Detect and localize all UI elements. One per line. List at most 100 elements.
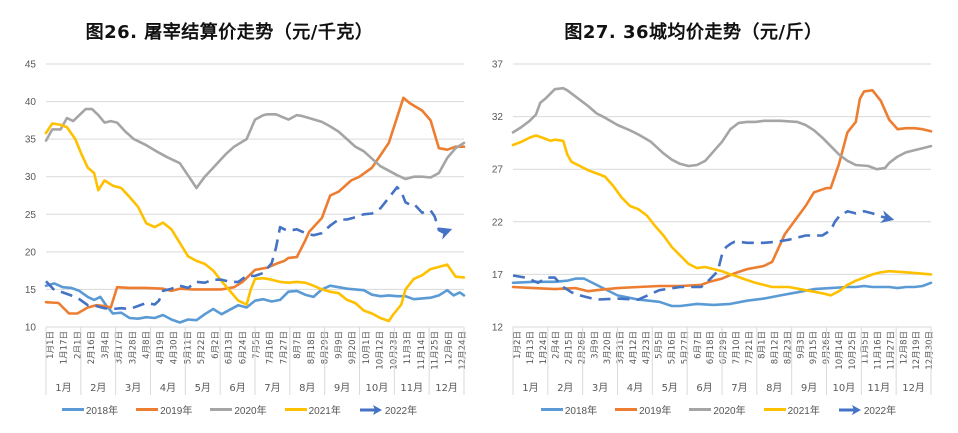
y-tick-label: 45	[25, 60, 37, 71]
legend-swatch-2019	[615, 408, 638, 411]
y-tick-label: 25	[25, 210, 37, 221]
month-label: 11月	[400, 382, 423, 394]
legend-item-2018: 2018年	[540, 402, 598, 417]
y-tick-label: 22	[492, 217, 504, 228]
x-tick-label: 7月27日	[279, 331, 289, 364]
line-chart-slaughter-price: 10 15 20 25 30 35 40 45 1月1日 1月17日 2月1日 2月16日 3月4日 3月…	[25, 60, 468, 395]
arrow-right-icon	[838, 404, 861, 415]
x-tick-label: 11月16日	[874, 331, 884, 370]
x-tick-label: 1月24日	[539, 331, 549, 364]
legend-item-2022: 2022年	[838, 402, 896, 417]
month-label: 7月	[264, 382, 280, 394]
x-tick-label: 4月8日	[142, 331, 152, 359]
legend-item-2020: 2020年	[210, 402, 267, 417]
chart-panel-36-city-price: 图27. 36城均价走势（元/斤） 12 17 22 27 32 37 1月2日 1月13日 1…	[479, 0, 958, 433]
month-label: 10月	[366, 382, 389, 394]
x-tick-label: 5月22日	[197, 331, 207, 364]
x-tick-label: 6月13日	[225, 331, 235, 364]
x-tick-label: 4月30日	[170, 331, 180, 364]
x-tick-label: 3月20日	[603, 331, 613, 364]
x-tick-label: 6月24日	[238, 331, 248, 364]
x-tick-label: 7月16日	[266, 331, 276, 364]
arrow-right-icon	[359, 404, 382, 415]
x-tick-label: 3月28日	[128, 331, 138, 364]
x-tick-label: 1月2日	[513, 331, 523, 359]
x-tick-label: 5月16日	[668, 331, 678, 364]
month-label: 10月	[833, 382, 856, 394]
x-tick-label: 8月23日	[783, 331, 793, 364]
y-tick-label: 15	[25, 285, 37, 296]
legend-label: 2021年	[308, 406, 341, 417]
x-tick-label: 8月29日	[321, 331, 331, 364]
x-tick-label: 2月15日	[565, 331, 575, 364]
month-label: 12月	[902, 382, 925, 394]
x-tick-label: 9月20日	[348, 331, 358, 364]
y-tick-label: 37	[492, 60, 504, 71]
x-tick-label: 9月15日	[809, 331, 819, 364]
series-line-2022	[512, 210, 895, 301]
legend-item-2019: 2019年	[615, 402, 671, 417]
month-label: 4月	[160, 382, 176, 394]
month-label: 2月	[90, 382, 106, 394]
x-tick-label: 8月7日	[293, 331, 303, 359]
y-tick-label: 35	[25, 135, 37, 146]
line-chart-36-city-price: 1217222732371月2日1月13日1月24日2月4日2月15日2月26日…	[492, 60, 935, 395]
x-tick-label: 9月3日	[796, 331, 806, 359]
x-tick-label: 8月18日	[307, 331, 317, 364]
legend-label: 2021年	[787, 406, 820, 417]
x-tick-label: 4月19日	[156, 331, 166, 364]
legend-label: 2022年	[384, 406, 418, 417]
month-label: 9月	[801, 382, 817, 394]
x-tick-label: 11月27日	[886, 331, 896, 370]
legend-swatch-2021	[284, 408, 307, 411]
y-tick-label: 30	[25, 172, 37, 183]
x-tick-label: 2月16日	[87, 331, 97, 364]
legend-label: 2020年	[234, 406, 267, 417]
x-tick-label: 1月1日	[46, 331, 56, 359]
x-tick-label: 11月5日	[861, 331, 871, 364]
month-label: 5月	[662, 382, 678, 394]
x-tick-label: 5月27日	[680, 331, 690, 364]
legend-swatch-2020	[210, 408, 233, 411]
month-label: 8月	[299, 382, 315, 394]
month-label: 9月	[334, 382, 350, 394]
x-tick-label: 7月10日	[732, 331, 742, 364]
legend-item-2021: 2021年	[763, 402, 820, 417]
series-line-2018	[511, 277, 933, 308]
legend-item-2018: 2018年	[61, 402, 119, 417]
y-tick-label: 10	[25, 323, 37, 334]
x-tick-label: 7月5日	[252, 331, 262, 359]
x-tick-label: 10月1日	[362, 331, 372, 364]
month-label: 6月	[696, 382, 712, 394]
series-line-2020	[511, 86, 933, 171]
series-line-2019	[511, 89, 933, 293]
legend-label: 2018年	[85, 406, 119, 417]
y-tick-label: 27	[492, 165, 504, 176]
x-tick-label: 12月30日	[925, 331, 935, 370]
legend-item-2021: 2021年	[284, 402, 341, 417]
month-label: 5月	[195, 382, 211, 394]
chart-legend: 2018年 2019年 2020年 2021年 2022年	[479, 402, 958, 417]
month-label: 3月	[125, 382, 141, 394]
x-tick-label: 6月29日	[719, 331, 729, 364]
legend-swatch-2019	[136, 408, 159, 411]
month-label: 2月	[557, 382, 573, 394]
x-tick-label: 1月13日	[526, 331, 536, 364]
legend-label: 2018年	[564, 406, 598, 417]
series-line-2021	[511, 134, 933, 297]
x-tick-label: 11月3日	[403, 331, 413, 364]
legend-label: 2019年	[639, 406, 672, 417]
x-tick-label: 8月1日	[758, 331, 768, 359]
x-tick-label: 12月8日	[899, 331, 909, 364]
x-tick-label: 12月19日	[912, 331, 922, 370]
x-tick-label: 1月17日	[60, 331, 70, 364]
x-tick-label: 10月14日	[835, 331, 845, 370]
legend-swatch-2018	[61, 408, 84, 411]
month-label: 8月	[766, 382, 782, 394]
legend-label: 2019年	[160, 406, 193, 417]
x-tick-label: 3月4日	[101, 331, 111, 359]
x-tick-label: 3月9日	[590, 331, 600, 359]
month-label: 3月	[592, 382, 608, 394]
x-tick-label: 5月5日	[655, 331, 665, 359]
x-tick-label: 12月24日	[458, 331, 468, 370]
